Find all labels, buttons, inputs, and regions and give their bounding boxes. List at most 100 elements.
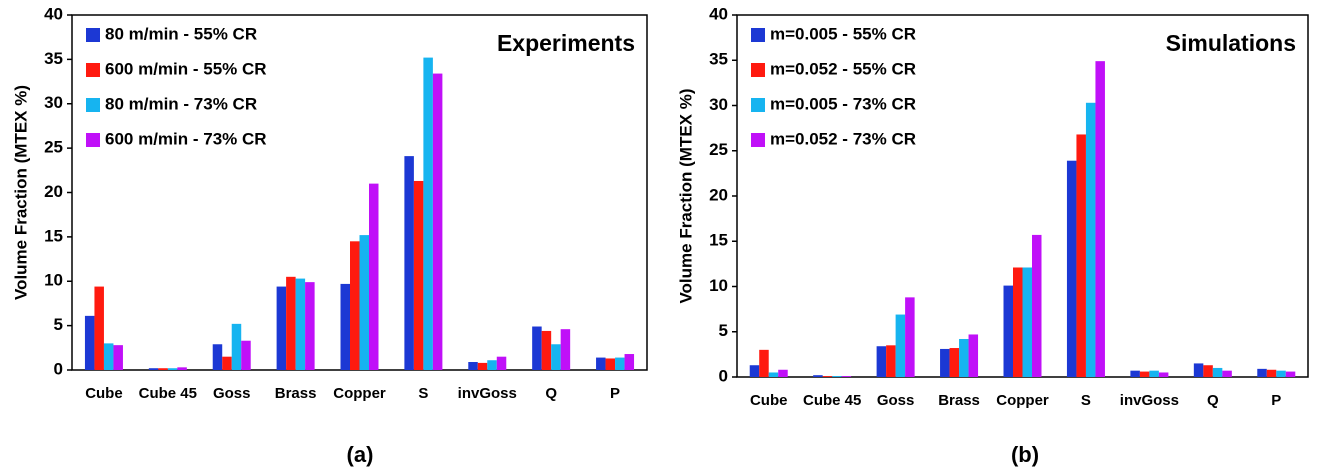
bar (276, 286, 287, 370)
bar (1130, 370, 1140, 377)
y-tick-label: 10 (709, 276, 728, 295)
legend-swatch (86, 63, 100, 77)
x-tick-label: Cube 45 (803, 392, 861, 409)
bar (959, 338, 969, 377)
bar (432, 73, 443, 370)
y-tick-label: 0 (54, 359, 63, 378)
y-tick-label: 35 (44, 49, 63, 68)
bar (560, 329, 571, 370)
y-tick-label: 5 (719, 321, 728, 340)
bar (286, 276, 296, 370)
y-tick-label: 30 (44, 93, 63, 112)
bar (423, 57, 433, 370)
bar (551, 344, 561, 370)
x-tick-label: Goss (877, 392, 915, 409)
x-tick-label: P (1271, 392, 1281, 409)
x-tick-label: Goss (213, 385, 251, 402)
bar (212, 344, 223, 370)
bar (940, 348, 950, 377)
y-tick-label: 15 (709, 231, 728, 250)
y-axis-label: Volume Fraction (MTEX %) (676, 88, 695, 303)
bar (1257, 368, 1267, 377)
bar (1212, 367, 1223, 377)
y-tick-label: 0 (719, 366, 728, 385)
x-tick-label: Copper (333, 385, 386, 402)
bar (1003, 285, 1013, 377)
bar (167, 368, 178, 370)
bar (968, 334, 979, 377)
bar (477, 362, 488, 370)
x-tick-label: invGoss (458, 385, 517, 402)
legend-label: 600 m/min - 73% CR (105, 129, 267, 148)
bar (532, 326, 542, 370)
legend-swatch (86, 28, 100, 42)
y-tick-label: 40 (44, 4, 63, 23)
bar (905, 297, 915, 377)
bar (813, 375, 823, 377)
y-tick-label: 25 (44, 138, 63, 157)
bar (832, 376, 842, 377)
bar (404, 156, 414, 370)
bar (241, 340, 251, 370)
y-axis-label: Volume Fraction (MTEX %) (11, 85, 30, 300)
bar (148, 368, 159, 370)
x-tick-label: Q (1207, 392, 1219, 409)
bar (615, 357, 625, 370)
bar (177, 367, 187, 370)
bar (624, 354, 635, 370)
bar (596, 357, 606, 370)
bar (876, 346, 887, 377)
bar (350, 241, 360, 370)
x-tick-label: Brass (938, 392, 980, 409)
y-tick-label: 30 (709, 95, 728, 114)
bar (103, 343, 114, 370)
bar (886, 345, 896, 377)
legend-swatch (86, 98, 100, 112)
bar (1276, 370, 1286, 377)
bar (949, 348, 960, 377)
y-tick-label: 40 (709, 4, 728, 23)
bar (1203, 365, 1213, 377)
y-tick-label: 15 (44, 226, 63, 245)
bar (1013, 267, 1023, 377)
bar (759, 349, 769, 377)
bar (768, 372, 779, 377)
caption: (a) (347, 442, 374, 467)
chart-title: Experiments (497, 30, 635, 56)
x-tick-label: Cube 45 (139, 385, 197, 402)
bar (1158, 372, 1169, 377)
bar (895, 314, 906, 377)
bar (369, 183, 379, 370)
y-tick-label: 5 (54, 315, 63, 334)
x-tick-label: Q (545, 385, 557, 402)
bar (295, 278, 306, 370)
y-tick-label: 20 (44, 182, 63, 201)
x-tick-label: P (610, 385, 620, 402)
bar (1095, 61, 1105, 377)
bar (1032, 234, 1042, 377)
bar (1139, 371, 1150, 377)
x-tick-label: Copper (996, 392, 1049, 409)
bar (84, 315, 95, 370)
y-tick-label: 25 (709, 140, 728, 159)
caption: (b) (1011, 442, 1039, 467)
legend-label: m=0.005 - 73% CR (770, 94, 916, 113)
bar (359, 235, 369, 370)
x-tick-label: Cube (750, 392, 788, 409)
bar (749, 365, 760, 377)
bar (113, 345, 123, 370)
bar (413, 180, 424, 370)
bar (222, 356, 232, 370)
bar (1066, 160, 1077, 377)
x-tick-label: S (1081, 392, 1091, 409)
bar (158, 368, 168, 370)
y-tick-label: 10 (44, 271, 63, 290)
bar (1022, 267, 1032, 377)
bar (1149, 370, 1159, 377)
bar (94, 286, 104, 370)
bar (1266, 369, 1277, 377)
legend-label: 600 m/min - 55% CR (105, 59, 267, 78)
bar (1285, 371, 1296, 377)
bar (778, 369, 788, 377)
bar (605, 358, 616, 370)
